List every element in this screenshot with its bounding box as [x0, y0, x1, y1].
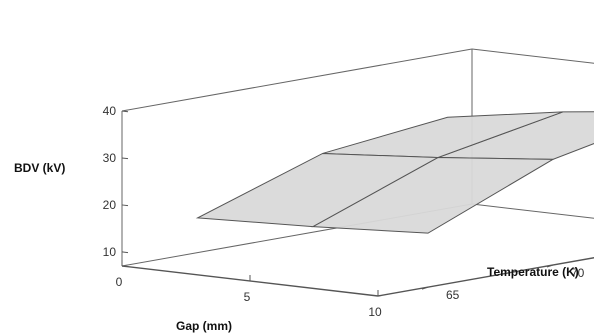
box-edge — [471, 48, 594, 64]
z-tick-mark — [121, 204, 129, 207]
z-tick-mark — [121, 157, 129, 160]
z-tick-mark — [121, 110, 129, 113]
y-tick-label: 70 — [571, 266, 585, 280]
z-tick-label: 10 — [103, 245, 117, 259]
z-tick-mark — [121, 251, 129, 254]
z-axis-title: BDV (kV) — [14, 161, 65, 175]
surface-mesh — [195, 111, 594, 234]
x-tick-label: 0 — [116, 275, 123, 289]
y-axis-title: Temperature (K) — [487, 265, 579, 279]
z-tick-label: 30 — [103, 151, 117, 165]
z-tick-label: 20 — [103, 198, 117, 212]
x-tick-label: 5 — [244, 290, 251, 304]
axis-ticks: 102030400510657075 — [103, 104, 585, 319]
x-axis-title: Gap (mm) — [176, 319, 232, 333]
box-edge — [121, 48, 473, 112]
surface-patch — [195, 152, 440, 228]
box-edge — [471, 203, 594, 219]
y-tick-mark — [421, 286, 429, 290]
y-tick-mark — [546, 264, 554, 268]
x-tick-label: 10 — [368, 305, 382, 319]
y-tick-label: 65 — [446, 288, 460, 302]
z-tick-label: 40 — [103, 104, 117, 118]
